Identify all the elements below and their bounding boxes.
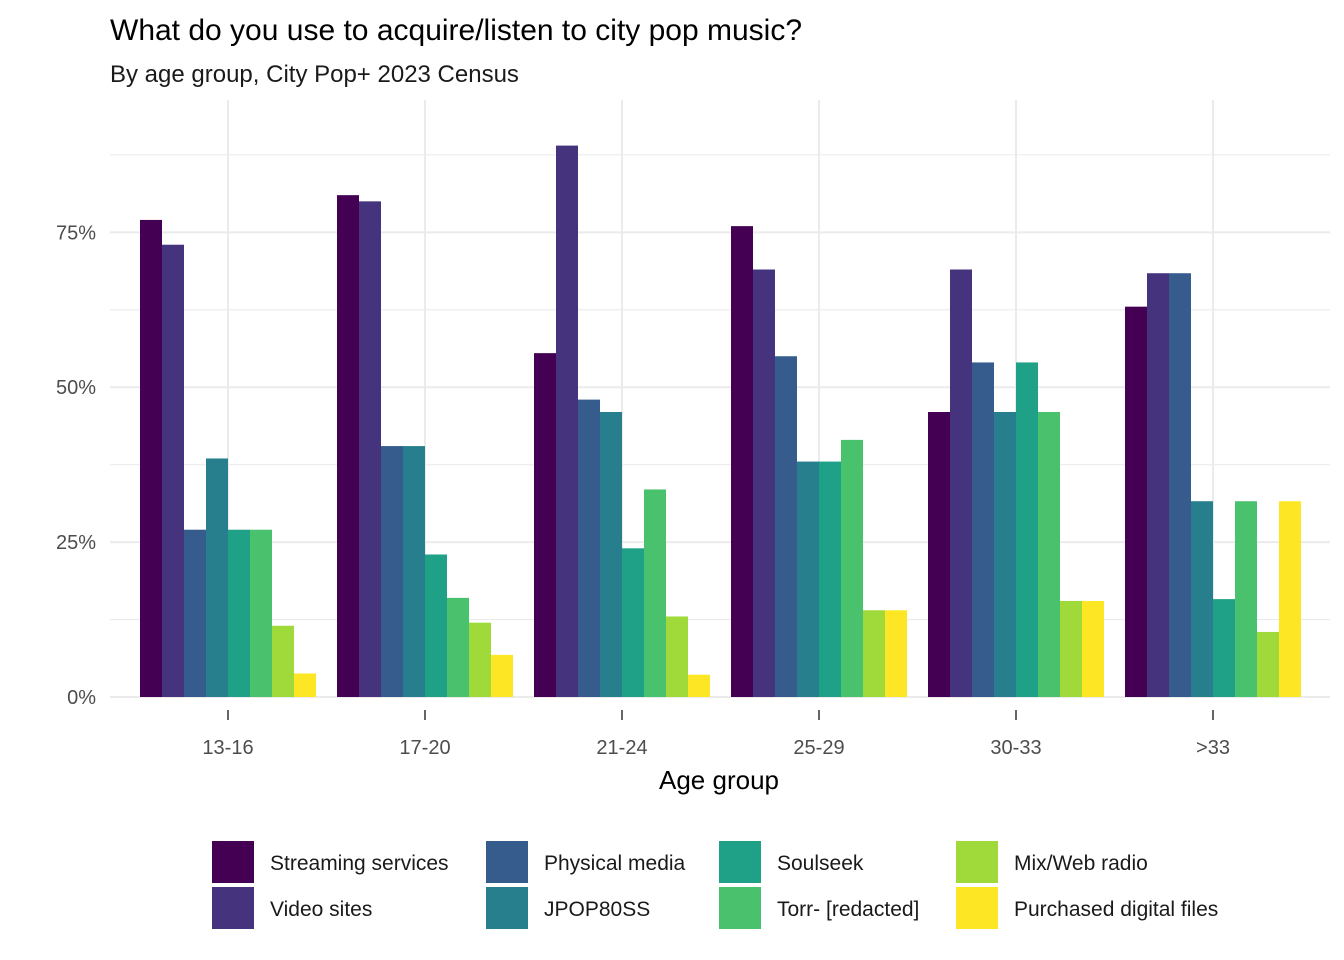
bar xyxy=(272,625,294,697)
bar xyxy=(1147,273,1169,697)
legend-label: Soulseek xyxy=(777,852,864,875)
legend-label: JPOP80SS xyxy=(544,898,650,921)
legend-key xyxy=(719,841,761,883)
x-tick-label: 21-24 xyxy=(596,737,647,759)
bar xyxy=(775,356,797,697)
bar xyxy=(972,362,994,697)
bar xyxy=(359,201,381,697)
legend-key xyxy=(212,887,254,929)
bars xyxy=(140,145,1301,698)
bar xyxy=(994,412,1016,697)
x-tick-label: 30-33 xyxy=(990,737,1041,759)
bar xyxy=(403,446,425,697)
legend-key xyxy=(956,841,998,883)
bar xyxy=(1038,412,1060,697)
bar xyxy=(841,439,863,697)
legend: Streaming services Video sites Physical me… xyxy=(212,841,1218,929)
bar xyxy=(688,674,710,697)
x-tick-label: 13-16 xyxy=(202,737,253,759)
legend-label: Torr- [redacted] xyxy=(777,898,919,921)
legend-label: Mix/Web radio xyxy=(1014,852,1148,875)
bar xyxy=(1169,273,1191,697)
bar xyxy=(1060,600,1082,697)
bar xyxy=(666,616,688,697)
bar xyxy=(491,654,513,697)
bar xyxy=(228,529,250,697)
bar xyxy=(797,461,819,697)
y-axis-ticks: 0% 25% 50% 75% xyxy=(56,222,96,709)
bar xyxy=(250,529,272,697)
x-tick-label: >33 xyxy=(1196,737,1230,759)
x-tick-label: 17-20 xyxy=(399,737,450,759)
legend-key xyxy=(212,841,254,883)
bar xyxy=(184,529,206,697)
bar xyxy=(928,412,950,697)
bar xyxy=(863,610,885,697)
bar xyxy=(1235,501,1257,697)
y-tick-label: 25% xyxy=(56,532,96,554)
bar xyxy=(644,489,666,697)
legend-label: Streaming services xyxy=(270,852,449,875)
y-tick-label: 50% xyxy=(56,377,96,399)
bar xyxy=(950,269,972,697)
bar xyxy=(1016,362,1038,697)
bar xyxy=(1213,599,1235,697)
legend-key xyxy=(486,887,528,929)
bar xyxy=(753,269,775,697)
bar xyxy=(622,548,644,697)
bar xyxy=(447,597,469,697)
bar xyxy=(578,399,600,697)
legend-label: Physical media xyxy=(544,852,686,875)
bar xyxy=(294,673,316,697)
legend-key xyxy=(719,887,761,929)
bar xyxy=(425,554,447,697)
x-tick-label: 25-29 xyxy=(793,737,844,759)
bar xyxy=(819,461,841,697)
chart-title: What do you use to acquire/listen to cit… xyxy=(110,14,802,47)
bar xyxy=(534,353,556,697)
x-axis-title: Age group xyxy=(659,765,779,795)
y-tick-label: 75% xyxy=(56,222,96,244)
bar xyxy=(469,622,491,697)
bar xyxy=(1082,600,1104,697)
bar xyxy=(206,458,228,697)
bar xyxy=(337,195,359,697)
legend-label: Purchased digital files xyxy=(1014,898,1218,921)
bar xyxy=(1191,501,1213,697)
bar xyxy=(381,446,403,697)
bar xyxy=(1125,306,1147,697)
bar xyxy=(885,610,907,697)
legend-key xyxy=(486,841,528,883)
bar xyxy=(162,244,184,697)
bar xyxy=(731,226,753,697)
bar xyxy=(140,219,162,697)
legend-key xyxy=(956,887,998,929)
legend-label: Video sites xyxy=(270,898,372,921)
x-axis-ticks: 13-16 17-20 21-24 25-29 30-33 >33 xyxy=(202,710,1230,759)
chart-subtitle: By age group, City Pop+ 2023 Census xyxy=(110,61,519,88)
bar xyxy=(1279,501,1301,697)
y-tick-label: 0% xyxy=(67,687,96,709)
bar xyxy=(600,412,622,697)
bar xyxy=(556,145,578,698)
bar xyxy=(1257,631,1279,697)
